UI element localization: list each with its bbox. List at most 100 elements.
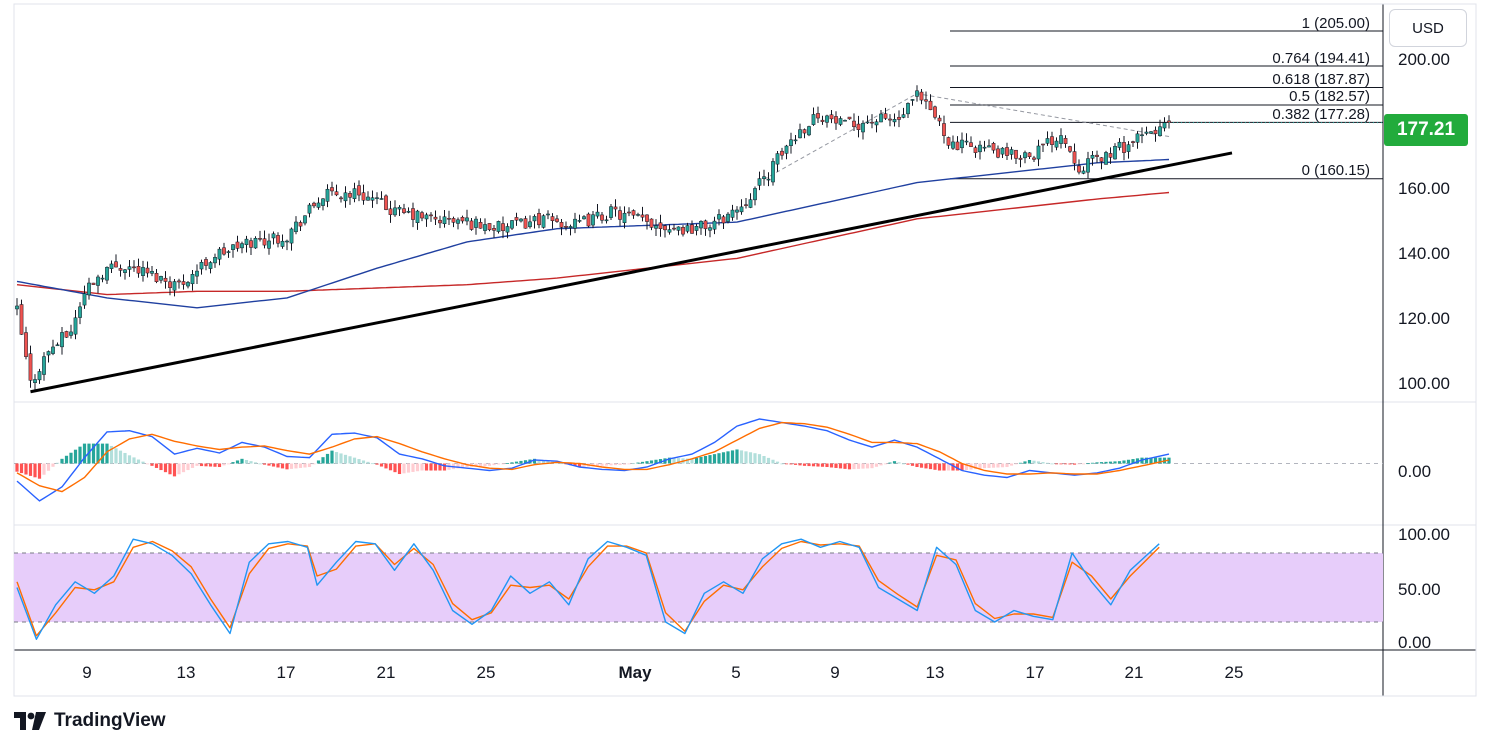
last-price-badge: 177.21 [1384, 114, 1468, 146]
macd-histogram-bar [1027, 459, 1032, 464]
candle-body [73, 317, 78, 335]
candle-body [1077, 165, 1081, 173]
macd-histogram-bar [838, 463, 843, 469]
candle-body [64, 331, 69, 338]
macd-histogram-bar [721, 452, 726, 464]
macd-histogram-bar [478, 463, 483, 467]
macd-histogram-bar [118, 450, 123, 464]
price-tick: 140.00 [1398, 244, 1450, 263]
candle-body [136, 266, 141, 274]
candle-body [937, 117, 942, 122]
macd-histogram-bar [577, 463, 582, 468]
candle-body [582, 216, 586, 220]
candle-body [15, 305, 19, 310]
macd-histogram-bar [411, 463, 415, 472]
candle-body [375, 197, 379, 199]
candle-body [60, 332, 64, 348]
candle-body [271, 233, 276, 239]
time-axis[interactable]: 9 13 17 21 25 May 5 9 13 17 21 25 [82, 663, 1243, 682]
candle-body [775, 153, 780, 165]
macd-histogram-bar [307, 463, 312, 468]
macd-histogram-bar [15, 463, 19, 472]
macd-histogram-bar [676, 458, 681, 464]
candle-body [451, 218, 456, 223]
candle-body [505, 226, 510, 233]
macd-histogram-bar [964, 463, 969, 471]
macd-histogram-bar [285, 463, 289, 470]
candle-body [235, 241, 240, 249]
currency-selector[interactable]: USD [1389, 9, 1467, 47]
stoch-tick: 0.00 [1398, 633, 1431, 652]
candle-body [708, 227, 712, 231]
candle-body [613, 206, 618, 210]
candle-body [447, 218, 451, 220]
tradingview-logo[interactable]: TradingView [14, 710, 166, 732]
candle-body [622, 212, 627, 224]
macd-histogram-bar [532, 458, 537, 464]
macd-histogram-bar [370, 463, 375, 465]
macd-histogram-bar [348, 456, 352, 464]
candle-body [78, 306, 82, 318]
macd-histogram-bar [757, 454, 762, 464]
macd-histogram-bar [816, 463, 820, 467]
macd-histogram-bar [37, 463, 42, 479]
macd-histogram-bar [60, 458, 64, 464]
candle-body [847, 116, 852, 120]
tradingview-logo-icon [14, 712, 46, 730]
macd-histogram-bar [798, 463, 802, 466]
candle-body [852, 120, 856, 127]
candle-body [555, 218, 559, 222]
macd-histogram-bar [55, 462, 60, 464]
fib-label: 0.764 (194.41) [1272, 50, 1370, 67]
candle-body [352, 188, 357, 199]
macd-histogram-bar [1081, 463, 1086, 465]
macd-histogram-bar [955, 463, 960, 471]
candle-body [307, 204, 312, 214]
macd-histogram-bar [631, 463, 636, 465]
macd-histogram-bar [460, 463, 465, 468]
candle-body [181, 281, 186, 285]
candle-body [267, 240, 271, 249]
candle-body [861, 122, 865, 133]
price-axis[interactable]: 200.00 160.00 140.00 120.00 100.00 0.00 … [1398, 50, 1450, 652]
macd-histogram-bar [1158, 457, 1162, 464]
macd-pane[interactable] [14, 418, 1383, 502]
macd-histogram-bar [852, 463, 856, 470]
macd-histogram-bar [559, 463, 564, 465]
macd-histogram-bar [303, 463, 307, 468]
candle-body [888, 118, 892, 121]
price-pane[interactable] [15, 30, 1383, 394]
candle-body [577, 220, 582, 222]
candle-body [586, 213, 591, 227]
macd-histogram-bar [879, 463, 883, 466]
macd-histogram-bar [312, 463, 316, 465]
candle-body [712, 220, 717, 230]
candle-body [1045, 138, 1050, 144]
trendline [30, 151, 1233, 394]
time-tick: 25 [477, 663, 496, 682]
macd-histogram-bar [843, 463, 847, 469]
stochastic-pane[interactable] [14, 538, 1383, 640]
candle-body [19, 304, 24, 335]
candle-body [1135, 133, 1140, 143]
candle-body [303, 215, 307, 224]
macd-histogram-bar [753, 453, 757, 464]
macd-histogram-bar [897, 462, 901, 464]
macd-histogram-bar [636, 462, 640, 464]
fib-label: 0.5 (182.57) [1289, 88, 1370, 105]
candle-body [1009, 149, 1014, 155]
macd-histogram-bar [433, 463, 438, 471]
macd-histogram-bar [933, 463, 937, 470]
macd-histogram-bar [294, 463, 298, 469]
candle-body [348, 193, 352, 198]
macd-histogram-bar [343, 454, 348, 464]
candle-body [294, 221, 298, 233]
macd-histogram-bar [996, 463, 1000, 468]
candle-body [640, 214, 645, 218]
macd-histogram-bar [960, 463, 964, 471]
macd-histogram-bar [501, 463, 505, 465]
macd-histogram-bar [883, 463, 888, 465]
candle-body [703, 220, 708, 230]
macd-histogram-bar [1068, 463, 1072, 465]
